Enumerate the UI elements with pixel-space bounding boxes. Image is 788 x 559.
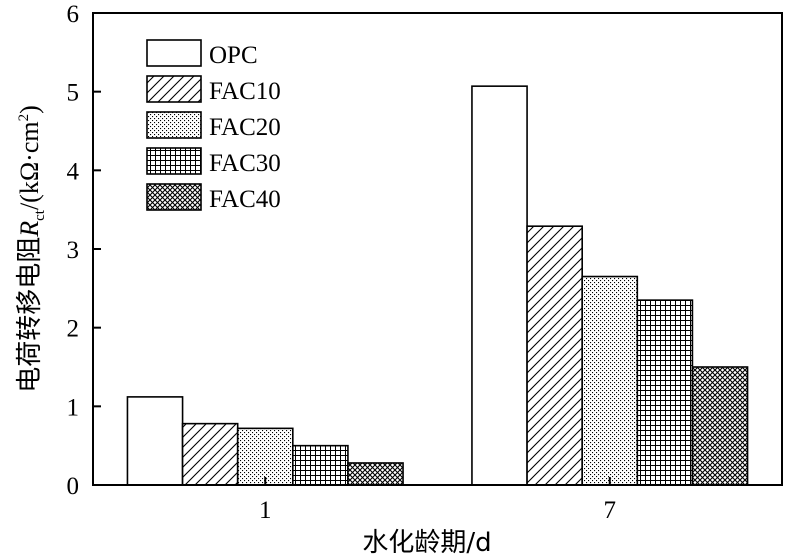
legend-swatch-fac40: [146, 183, 202, 211]
bar-opc-1: [126, 396, 184, 486]
bars-group: [126, 85, 749, 486]
y-tick-label: 5: [67, 80, 80, 107]
legend-label-opc: OPC: [209, 42, 258, 69]
legend-swatch-fac10: [146, 75, 202, 103]
legend-swatch-fac30: [146, 147, 202, 175]
bar-opc-7: [471, 85, 528, 486]
y-axis-title-units-power: 2: [16, 114, 32, 122]
y-tick-label: 4: [67, 158, 80, 185]
bar-fac20-1: [236, 427, 294, 486]
legend-label-fac20: FAC20: [209, 114, 281, 141]
bar-fac30-1: [292, 444, 349, 486]
y-axis: 0 1 2 3 4 5 6: [67, 1, 101, 500]
bar-fac40-7: [691, 366, 749, 486]
x-axis-title: 水化龄期/d: [362, 528, 491, 558]
y-axis-title: 电荷转移电阻Rct/(kΩ·cm2): [15, 105, 48, 393]
bar-fac20-7: [581, 275, 639, 486]
y-axis-title-symbol: R: [15, 221, 44, 238]
bar-fac30-7: [636, 299, 694, 486]
y-tick-label: 0: [67, 473, 80, 500]
legend: OPC FAC10 FAC20 FAC30 FAC40: [146, 39, 281, 213]
y-axis-title-units: /(kΩ·cm: [15, 121, 44, 210]
legend-swatch-fac20: [146, 111, 202, 139]
y-tick-label: 3: [67, 237, 80, 264]
y-tick-label: 2: [67, 316, 80, 343]
legend-label-fac10: FAC10: [209, 78, 281, 105]
x-tick-label: 1: [259, 497, 272, 524]
y-axis-title-units-close: ): [15, 105, 44, 114]
y-axis-title-subscript: ct: [32, 209, 48, 221]
y-axis-title-prefix: 电荷转移电阻: [15, 237, 45, 393]
bar-fac10-1: [181, 422, 239, 486]
bar-fac40-1: [347, 462, 404, 486]
x-tick-label: 7: [604, 497, 617, 524]
y-tick-label: 1: [67, 394, 80, 421]
legend-label-fac30: FAC30: [209, 150, 281, 177]
legend-swatch-opc: [146, 39, 202, 67]
bar-fac10-7: [526, 225, 583, 486]
y-tick-label: 6: [67, 1, 80, 28]
legend-label-fac40: FAC40: [209, 186, 281, 213]
